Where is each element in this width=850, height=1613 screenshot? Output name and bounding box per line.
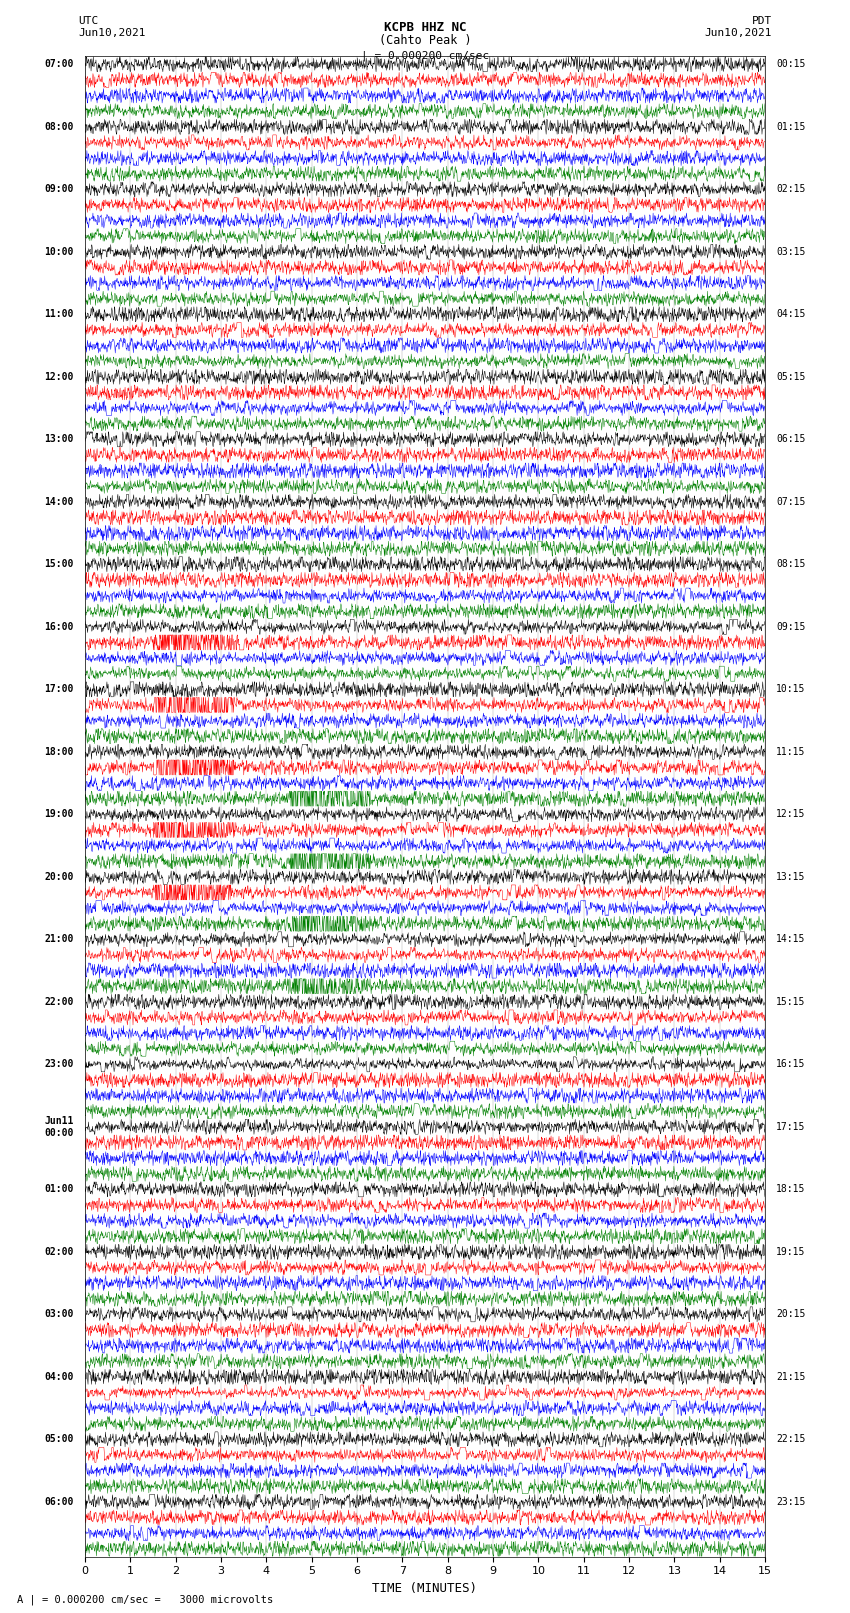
Text: 13:00: 13:00 bbox=[44, 434, 74, 444]
Text: 19:00: 19:00 bbox=[44, 810, 74, 819]
Text: 08:00: 08:00 bbox=[44, 121, 74, 132]
Text: 00:15: 00:15 bbox=[776, 60, 806, 69]
Text: 11:15: 11:15 bbox=[776, 747, 806, 756]
Text: 01:00: 01:00 bbox=[44, 1184, 74, 1194]
Text: 18:15: 18:15 bbox=[776, 1184, 806, 1194]
Text: 21:15: 21:15 bbox=[776, 1371, 806, 1382]
Text: 11:00: 11:00 bbox=[44, 310, 74, 319]
Text: 18:00: 18:00 bbox=[44, 747, 74, 756]
Text: 05:15: 05:15 bbox=[776, 371, 806, 382]
Text: 09:15: 09:15 bbox=[776, 621, 806, 632]
Text: 22:15: 22:15 bbox=[776, 1434, 806, 1444]
Text: 08:15: 08:15 bbox=[776, 560, 806, 569]
Text: 13:15: 13:15 bbox=[776, 871, 806, 882]
Text: 23:15: 23:15 bbox=[776, 1497, 806, 1507]
X-axis label: TIME (MINUTES): TIME (MINUTES) bbox=[372, 1582, 478, 1595]
Text: Jun10,2021: Jun10,2021 bbox=[705, 29, 772, 39]
Text: 10:15: 10:15 bbox=[776, 684, 806, 694]
Text: 03:15: 03:15 bbox=[776, 247, 806, 256]
Text: 12:15: 12:15 bbox=[776, 810, 806, 819]
Text: 21:00: 21:00 bbox=[44, 934, 74, 944]
Text: 22:00: 22:00 bbox=[44, 997, 74, 1007]
Text: 01:15: 01:15 bbox=[776, 121, 806, 132]
Text: UTC: UTC bbox=[78, 16, 99, 26]
Text: PDT: PDT bbox=[751, 16, 772, 26]
Text: 14:15: 14:15 bbox=[776, 934, 806, 944]
Text: 17:00: 17:00 bbox=[44, 684, 74, 694]
Text: 02:00: 02:00 bbox=[44, 1247, 74, 1257]
Text: 10:00: 10:00 bbox=[44, 247, 74, 256]
Text: 07:00: 07:00 bbox=[44, 60, 74, 69]
Text: 15:15: 15:15 bbox=[776, 997, 806, 1007]
Text: 20:00: 20:00 bbox=[44, 871, 74, 882]
Text: 07:15: 07:15 bbox=[776, 497, 806, 506]
Text: KCPB HHZ NC: KCPB HHZ NC bbox=[383, 21, 467, 34]
Text: 16:15: 16:15 bbox=[776, 1060, 806, 1069]
Text: 06:15: 06:15 bbox=[776, 434, 806, 444]
Text: 03:00: 03:00 bbox=[44, 1310, 74, 1319]
Text: (Cahto Peak ): (Cahto Peak ) bbox=[379, 34, 471, 47]
Text: 17:15: 17:15 bbox=[776, 1121, 806, 1132]
Text: 04:15: 04:15 bbox=[776, 310, 806, 319]
Text: A | = 0.000200 cm/sec =   3000 microvolts: A | = 0.000200 cm/sec = 3000 microvolts bbox=[17, 1594, 273, 1605]
Text: Jun10,2021: Jun10,2021 bbox=[78, 29, 145, 39]
Text: 06:00: 06:00 bbox=[44, 1497, 74, 1507]
Text: 14:00: 14:00 bbox=[44, 497, 74, 506]
Text: Jun11
00:00: Jun11 00:00 bbox=[44, 1116, 74, 1137]
Text: 15:00: 15:00 bbox=[44, 560, 74, 569]
Text: 02:15: 02:15 bbox=[776, 184, 806, 194]
Text: 23:00: 23:00 bbox=[44, 1060, 74, 1069]
Text: 19:15: 19:15 bbox=[776, 1247, 806, 1257]
Text: 12:00: 12:00 bbox=[44, 371, 74, 382]
Text: 20:15: 20:15 bbox=[776, 1310, 806, 1319]
Text: 05:00: 05:00 bbox=[44, 1434, 74, 1444]
Text: 04:00: 04:00 bbox=[44, 1371, 74, 1382]
Text: | = 0.000200 cm/sec: | = 0.000200 cm/sec bbox=[361, 50, 489, 61]
Text: 16:00: 16:00 bbox=[44, 621, 74, 632]
Text: 09:00: 09:00 bbox=[44, 184, 74, 194]
